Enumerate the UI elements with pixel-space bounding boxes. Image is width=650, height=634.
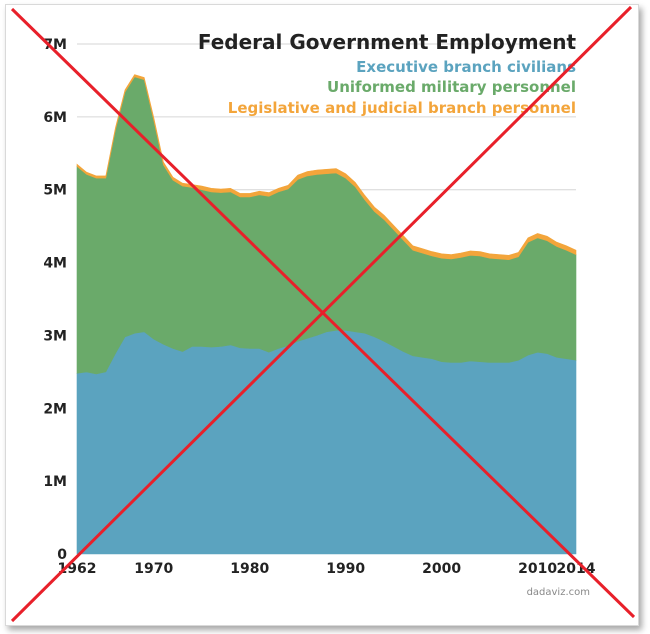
x-tick-1970: 1970 xyxy=(134,561,173,577)
y-tick-7M: 7M xyxy=(43,37,67,53)
legend-legislative: Legislative and judicial branch personne… xyxy=(228,99,576,117)
legend-military: Uniformed military personnel xyxy=(327,78,576,96)
chart-title: Federal Government Employment xyxy=(198,30,577,54)
red-cross-overlay xyxy=(10,5,636,623)
x-tick-2000: 2000 xyxy=(422,561,461,577)
area-executive-branch-civilians xyxy=(76,330,577,555)
y-tick-6M: 6M xyxy=(43,110,67,126)
x-axis-ticks: 1962 1970 1980 1990 2000 2010 2014 xyxy=(58,561,596,577)
y-tick-1M: 1M xyxy=(43,474,67,490)
area-legislative-and-judicial-branch-personnel xyxy=(76,74,577,261)
credit-label: dadaviz.com xyxy=(527,587,590,598)
y-tick-5M: 5M xyxy=(43,183,67,199)
chart-frame: 0 1M 2M 3M 4M 5M 6M 7M 1962 1970 1980 1990 2000 2010… xyxy=(5,4,639,626)
x-tick-2010: 2010 xyxy=(518,561,557,577)
y-axis-ticks: 0 1M 2M 3M 4M 5M 6M 7M xyxy=(43,37,67,563)
area-series xyxy=(76,74,577,555)
y-tick-0: 0 xyxy=(57,547,67,563)
y-tick-3M: 3M xyxy=(43,328,67,344)
y-tick-2M: 2M xyxy=(43,401,67,417)
area-uniformed-military-personnel xyxy=(76,76,577,375)
x-tick-1980: 1980 xyxy=(230,561,269,577)
x-tick-2014: 2014 xyxy=(557,561,596,577)
y-tick-4M: 4M xyxy=(43,256,67,272)
x-tick-1990: 1990 xyxy=(326,561,365,577)
legend-executive: Executive branch civilians xyxy=(356,58,576,76)
cross-line-ascending xyxy=(10,5,633,623)
